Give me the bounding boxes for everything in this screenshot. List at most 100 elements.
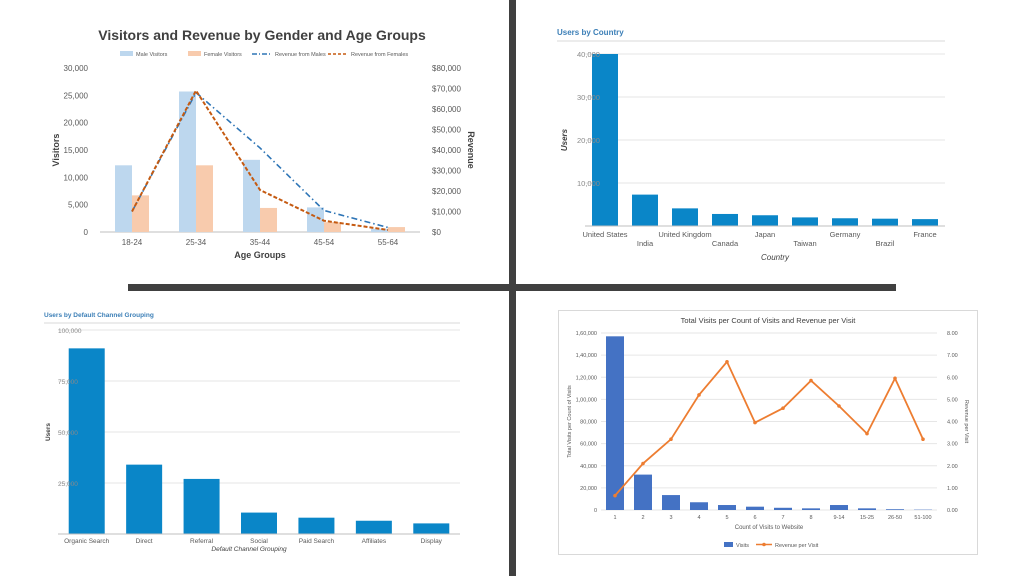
y2-tick-label: $80,000 [432,64,461,73]
x-tick-label: Direct [136,538,153,545]
bar-male-visitors [371,228,388,232]
x-axis-title: Country [761,253,790,262]
chart-channel: Users by Default Channel Grouping Organic… [44,312,460,553]
chart-title: Users by Country [557,28,624,37]
chart-visits-panel: Total Visits per Count of Visits and Rev… [558,310,978,555]
y2-tick-label: 8.00 [947,331,958,337]
bar-male-visitors [307,207,324,232]
x-tick-label: 5 [725,515,728,521]
x-tick-label: Germany [830,230,861,239]
legend-label: Male Visitors [136,52,168,58]
x-tick-label: Brazil [876,239,895,248]
y-tick-label: 1,60,000 [576,331,597,337]
y-tick-label: 40,000 [577,50,600,59]
y-tick-label: 1,00,000 [576,397,597,403]
x-tick-label: 7 [781,515,784,521]
y2-tick-label: $0 [432,228,441,237]
x-tick-label: 3 [669,515,672,521]
y2-tick-label: $60,000 [432,105,461,114]
bar-country [712,213,738,226]
y2-tick-label: $30,000 [432,167,461,176]
bar-visits [858,508,876,510]
point-revenue-per-visit [809,378,813,383]
bar-country [912,219,938,226]
point-revenue-per-visit [725,359,729,364]
y-tick-label: 100,000 [58,328,82,335]
y2-tick-label: 2.00 [947,464,958,470]
bar-male-visitors [115,165,132,232]
chart-gender-age: Visitors and Revenue by Gender and Age G… [51,27,476,260]
legend-label: Female Visitors [204,52,242,58]
bar-female-visitors [388,227,405,232]
y2-tick-label: 1.00 [947,486,958,492]
line-revenue-females [131,88,389,231]
point-revenue-per-visit [865,431,869,436]
bar-country [672,208,698,226]
y-tick-label: 30,000 [577,93,600,102]
y2-tick-label: 3.00 [947,442,958,448]
chart-visits: Total Visits per Count of Visits and Rev… [567,316,969,549]
point-revenue-per-visit [837,404,841,408]
bar-male-visitors [179,91,196,232]
chart-channel-panel: Users by Default Channel Grouping Organic… [30,305,470,570]
y2-axis-title: Revenue per Visit [963,400,969,444]
y2-tick-label: 5.00 [947,397,958,403]
chart-country-panel: Users by Country United States India United… [545,20,955,275]
y-tick-label: 60,000 [580,442,597,448]
y2-axis-title: Revenue [466,131,476,169]
x-tick-label: Referral [190,538,214,545]
x-tick-label: 4 [697,515,700,521]
bar-channel [68,348,105,534]
point-revenue-per-visit [613,493,617,498]
bar-country [592,54,618,226]
x-tick-label: 18-24 [122,238,143,247]
bar-visits [634,474,652,510]
bar-country [832,218,858,226]
x-tick-label: Paid Search [299,538,335,545]
y-tick-label: 1,40,000 [576,353,597,359]
y-axis-title: Users [45,423,52,441]
bar-visits [662,495,680,510]
x-tick-label: Japan [755,230,775,239]
y-tick-label: 20,000 [577,136,600,145]
bar-channel [183,478,220,534]
bar-visits [746,506,764,510]
y-tick-label: 20,000 [64,119,89,128]
x-tick-label: United States [582,230,627,239]
bar-female-visitors [132,195,149,232]
y2-tick-label: 6.00 [947,375,958,381]
bar-visits [718,505,736,510]
bar-female-visitors [260,207,277,232]
y2-tick-label: $40,000 [432,146,461,155]
x-tick-label: United Kingdom [658,230,711,239]
x-axis-title: Default Channel Grouping [211,546,287,553]
bar-country [792,217,818,226]
divider-horizontal [128,284,896,291]
y-tick-label: 5,000 [68,201,89,210]
y-axis-title: Users [560,128,569,151]
y-tick-label: 25,000 [64,91,89,100]
bar-visits [606,336,624,510]
chart-gender-age-panel: Visitors and Revenue by Gender and Age G… [40,15,495,270]
y2-tick-label: $10,000 [432,208,461,217]
x-tick-label: Organic Search [64,538,110,545]
x-tick-label: 55-64 [378,238,399,247]
x-tick-label: Display [421,538,443,545]
bar-country [752,215,778,226]
bar-channel [413,523,450,534]
x-tick-label: Taiwan [793,239,816,248]
x-tick-label: Social [250,538,268,545]
legend-label: Revenue from Females [351,52,408,58]
bar-channel [241,512,277,534]
legend-label: Revenue from Males [275,52,326,58]
bar-channel [126,464,163,534]
line-revenue-per-visit [614,360,924,497]
point-revenue-per-visit [921,437,925,441]
y-axis-title: Visitors [51,134,61,167]
bar-country [632,194,658,226]
x-tick-label: 45-54 [314,238,335,247]
legend-swatch [762,542,766,547]
bar-visits [830,505,848,510]
point-revenue-per-visit [669,437,673,441]
x-tick-label: 35-44 [250,238,271,247]
